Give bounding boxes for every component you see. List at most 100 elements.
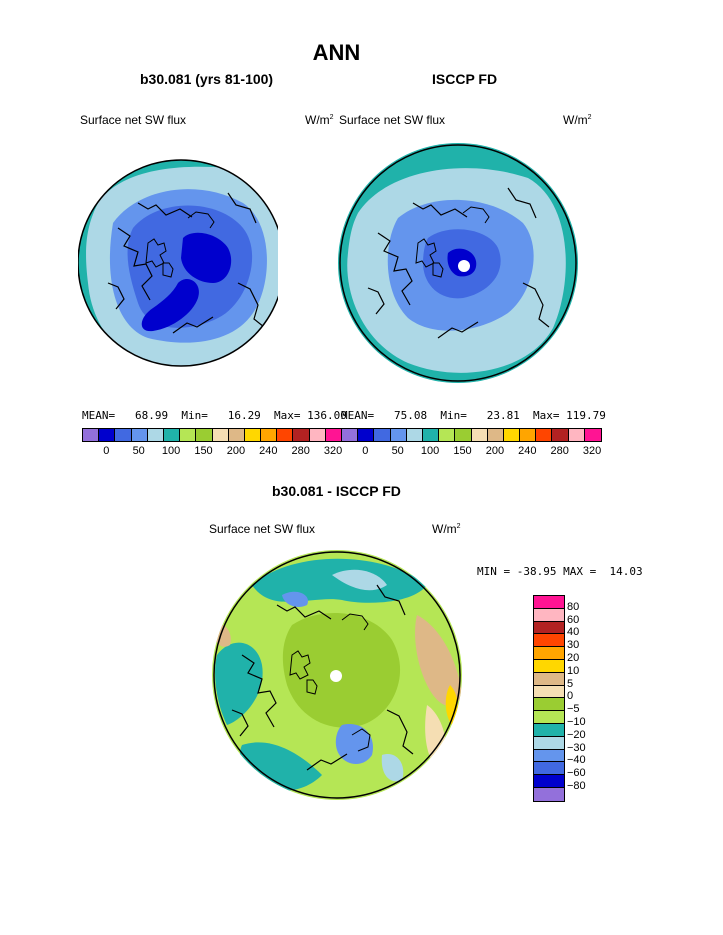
- right-colorbar-swatch: [422, 429, 440, 441]
- diff-colorbar-swatch: [534, 762, 564, 776]
- diff-colorbar: [533, 595, 565, 802]
- right-colorbar-swatch: [342, 429, 359, 441]
- left-map-coastlines: [107, 192, 265, 334]
- right-colorbar: [341, 428, 602, 442]
- left-colorbar-swatch: [309, 429, 326, 441]
- right-colorbar-tick: 150: [453, 445, 472, 457]
- diff-colorbar-swatch: [534, 608, 564, 622]
- right-colorbar-tick: 200: [485, 445, 505, 457]
- diff-colorbar-tick: 0: [567, 690, 574, 703]
- right-colorbar-swatch: [487, 429, 504, 441]
- diff-colorbar-swatch: [534, 659, 564, 673]
- diff-map-olive-center: [282, 613, 401, 728]
- right-colorbar-tick: 0: [362, 445, 369, 457]
- left-colorbar-swatch: [228, 429, 245, 441]
- diff-colorbar-tick: 20: [567, 652, 580, 664]
- left-colorbar-tick: 240: [259, 445, 278, 457]
- diff-map-tan-east: [415, 615, 462, 706]
- left-colorbar-tick: 100: [161, 445, 181, 457]
- left-colorbar-swatch: [196, 429, 213, 441]
- diff-colorbar-swatch: [534, 749, 564, 763]
- left-colorbar-swatch: [147, 429, 164, 441]
- diff-map-teal-west: [215, 642, 263, 725]
- left-colorbar-swatch: [180, 429, 197, 441]
- right-colorbar-swatch: [552, 429, 569, 441]
- diff-colorbar-tick: −5: [567, 703, 580, 716]
- diff-colorbar-tick: 80: [567, 600, 580, 613]
- left-colorbar-swatch: [293, 429, 310, 441]
- left-colorbar-tick: 0: [103, 445, 110, 457]
- right-colorbar-tick: 280: [550, 445, 569, 457]
- right-colorbar-swatch: [503, 429, 521, 441]
- left-colorbar-tick: 200: [226, 445, 246, 457]
- diff-colorbar-tick: −10: [567, 716, 586, 728]
- diff-colorbar-tick: 40: [567, 626, 580, 639]
- diff-colorbar-swatch: [534, 736, 564, 750]
- diff-colorbar-swatch: [534, 685, 564, 699]
- diff-map-blue-south: [335, 724, 373, 765]
- left-map-darkblue-core: [181, 232, 232, 283]
- left-colorbar-swatch: [261, 429, 278, 441]
- left-colorbar-swatch: [163, 429, 181, 441]
- right-stats: MEAN= 75.08 Min= 23.81 Max= 119.79: [341, 409, 606, 422]
- diff-panel-subtitle: b30.081 - ISCCP FD: [272, 483, 401, 499]
- right-colorbar-swatch: [584, 429, 601, 441]
- diff-map-coastlines-detail: [289, 613, 371, 752]
- diff-colorbar-swatch: [534, 621, 564, 635]
- diff-colorbar-tick: 10: [567, 664, 580, 677]
- left-colorbar-tick: 150: [194, 445, 213, 457]
- diff-colorbar-swatch: [534, 698, 564, 712]
- right-colorbar-swatch: [358, 429, 375, 441]
- diff-colorbar-tick: −40: [567, 754, 586, 767]
- left-field-label: Surface net SW flux: [80, 113, 187, 127]
- left-map-greenland: [141, 278, 199, 332]
- diff-map-coastlines: [231, 584, 414, 771]
- right-map-coastlines: [367, 187, 550, 339]
- figure-title: ANN: [312, 40, 361, 65]
- diff-colorbar-swatch: [534, 634, 564, 648]
- left-colorbar-swatch: [212, 429, 229, 441]
- left-colorbar-tick: 320: [323, 445, 343, 457]
- diff-field-label: Surface net SW flux: [209, 522, 316, 536]
- diff-colorbar-tick: 5: [567, 677, 574, 690]
- left-colorbar-swatch: [99, 429, 116, 441]
- right-colorbar-swatch: [390, 429, 407, 441]
- right-map-coastlines-detail: [415, 206, 490, 278]
- left-colorbar-swatch: [277, 429, 294, 441]
- right-colorbar-swatch: [568, 429, 585, 441]
- right-colorbar-tick: 100: [420, 445, 440, 457]
- diff-map-teal-north: [252, 558, 427, 603]
- diff-colorbar-swatch: [534, 787, 564, 801]
- right-colorbar-swatch: [520, 429, 537, 441]
- diff-map-gold-east: [445, 685, 458, 725]
- diff-colorbar-swatch: [534, 711, 564, 724]
- diff-colorbar-swatch: [534, 672, 564, 686]
- right-colorbar-swatch: [455, 429, 472, 441]
- left-colorbar-swatch: [131, 429, 148, 441]
- right-colorbar-swatch: [374, 429, 391, 441]
- diff-colorbar-tick: 30: [567, 639, 580, 652]
- diff-map-pole-hole: [330, 670, 342, 682]
- left-colorbar-swatch: [244, 429, 262, 441]
- left-colorbar-swatch: [325, 429, 342, 441]
- left-polar-map: [78, 159, 278, 367]
- left-map-coastlines-detail: [145, 211, 215, 278]
- diff-polar-map: [212, 550, 462, 800]
- right-colorbar-tick: 50: [391, 445, 404, 457]
- left-colorbar-tick: 280: [291, 445, 310, 457]
- right-colorbar-swatch: [471, 429, 488, 441]
- diff-colorbar-swatch: [534, 775, 564, 788]
- right-panel-subtitle: ISCCP FD: [432, 71, 498, 87]
- right-colorbar-swatch: [406, 429, 423, 441]
- diff-colorbar-tick: −60: [567, 767, 586, 780]
- right-map-pole-hole: [458, 260, 470, 272]
- diff-colorbar-tick: −30: [567, 741, 586, 754]
- right-field-label: Surface net SW flux: [339, 113, 446, 127]
- right-colorbar-tick: 320: [582, 445, 602, 457]
- diff-map-blue-north: [282, 591, 308, 607]
- right-polar-map: [338, 143, 578, 383]
- left-panel-subtitle: b30.081 (yrs 81-100): [140, 71, 274, 87]
- left-colorbar-tick: 50: [132, 445, 145, 457]
- right-units-label: W/m2: [563, 113, 592, 127]
- right-colorbar-tick: 240: [518, 445, 537, 457]
